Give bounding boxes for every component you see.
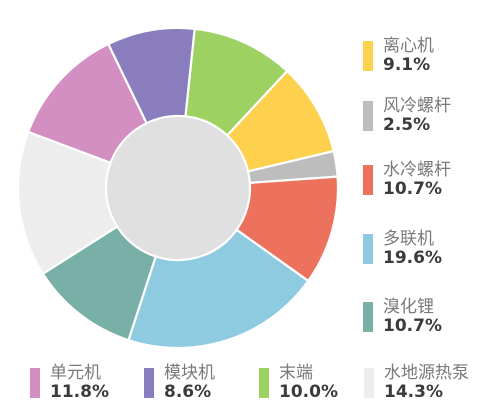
legend-label: 离心机	[383, 36, 434, 56]
donut-chart	[16, 26, 340, 350]
legend-percent: 10.0%	[279, 382, 338, 402]
legend-label: 模块机	[164, 363, 215, 383]
legend-percent: 2.5%	[383, 115, 431, 135]
legend-label: 溴化锂	[383, 297, 434, 317]
legend-label: 末端	[279, 363, 313, 383]
pie-slice-8	[184, 27, 289, 137]
legend-swatch	[30, 368, 40, 398]
legend-label: 水冷螺杆	[383, 160, 451, 180]
legend-label: 多联机	[383, 229, 434, 249]
legend-percent: 9.1%	[383, 55, 431, 75]
legend-swatch	[363, 234, 373, 264]
legend-swatch	[144, 368, 154, 398]
legend-swatch	[363, 41, 373, 71]
pie-slice-5	[16, 130, 119, 275]
legend-percent: 14.3%	[384, 382, 443, 402]
legend-percent: 10.7%	[383, 179, 442, 199]
legend-percent: 11.8%	[50, 382, 109, 402]
legend-swatch	[364, 368, 374, 398]
legend-swatch	[259, 368, 269, 398]
donut-center	[107, 117, 249, 259]
legend-swatch	[363, 101, 373, 131]
legend-label: 水地源热泵	[384, 363, 469, 383]
legend-percent: 19.6%	[383, 248, 442, 268]
legend-percent: 10.7%	[383, 316, 442, 336]
legend-swatch	[363, 302, 373, 332]
legend-label: 风冷螺杆	[383, 96, 451, 116]
legend-swatch	[363, 165, 373, 195]
pie-slice-3	[127, 228, 310, 350]
legend-percent: 8.6%	[164, 382, 212, 402]
legend-label: 单元机	[50, 363, 101, 383]
